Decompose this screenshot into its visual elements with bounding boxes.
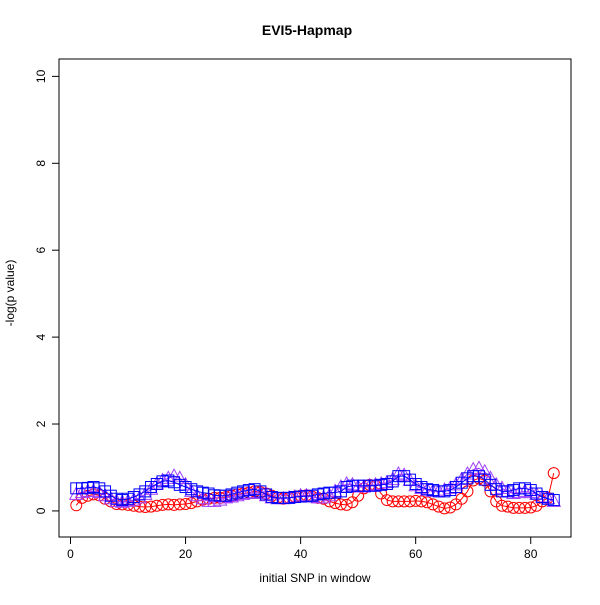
data-point [501, 500, 514, 513]
data-point [150, 499, 163, 512]
data-point [518, 501, 531, 514]
data-point [120, 493, 136, 507]
data-point [229, 487, 245, 502]
data-point [392, 495, 405, 508]
data-point [235, 486, 251, 500]
data-point [511, 484, 527, 499]
data-point [145, 500, 158, 513]
data-point [398, 495, 411, 508]
y-axis-label: -log(p value) [3, 260, 17, 327]
x-axis-label: initial SNP in window [259, 571, 370, 585]
data-point [212, 492, 228, 506]
data-point [162, 498, 175, 511]
data-point [506, 485, 521, 500]
plot-frame [58, 58, 572, 538]
series-square [70, 470, 560, 507]
data-point [340, 498, 353, 511]
data-point [409, 494, 422, 507]
data-point [546, 493, 562, 507]
data-point [334, 498, 347, 511]
data-point [156, 498, 169, 511]
data-point [173, 498, 186, 511]
data-point [403, 495, 416, 508]
data-point [507, 501, 520, 514]
data-point [386, 495, 399, 508]
data-point [547, 494, 560, 507]
series-layer [68, 460, 562, 515]
data-point [114, 494, 130, 508]
y-tick-label: 6 [34, 247, 48, 254]
data-point [74, 484, 90, 499]
y-tick-label: 0 [34, 507, 48, 514]
data-point [380, 494, 393, 507]
chart-title: EVI5-Hapmap [262, 22, 352, 38]
data-point [415, 495, 428, 508]
data-point [513, 501, 526, 514]
data-point [322, 487, 337, 502]
x-tick-label: 20 [179, 547, 193, 561]
data-point [218, 489, 234, 504]
data-point [524, 501, 537, 514]
data-point [168, 498, 181, 511]
data-point [316, 489, 331, 504]
x-tick-label: 0 [67, 547, 74, 561]
y-tick-label: 2 [34, 420, 48, 427]
x-tick-label: 60 [409, 547, 423, 561]
data-point [495, 499, 508, 512]
data-point [426, 498, 439, 511]
y-axis: 0 2 4 6 8 10 [34, 69, 60, 514]
data-point [91, 484, 107, 499]
data-point [241, 485, 257, 500]
data-point [444, 501, 457, 514]
data-point [179, 497, 192, 510]
x-tick-label: 40 [294, 547, 308, 561]
data-point [547, 467, 560, 480]
data-point [224, 488, 239, 503]
data-point [438, 502, 451, 515]
x-tick-label: 80 [524, 547, 538, 561]
data-point [432, 500, 445, 513]
y-tick-label: 8 [34, 160, 48, 167]
data-point [126, 492, 142, 506]
data-point [455, 492, 468, 505]
series-line [76, 475, 554, 501]
y-tick-label: 10 [34, 69, 48, 83]
x-axis: 0 20 40 60 80 [67, 536, 538, 561]
y-tick-label: 4 [34, 333, 48, 340]
